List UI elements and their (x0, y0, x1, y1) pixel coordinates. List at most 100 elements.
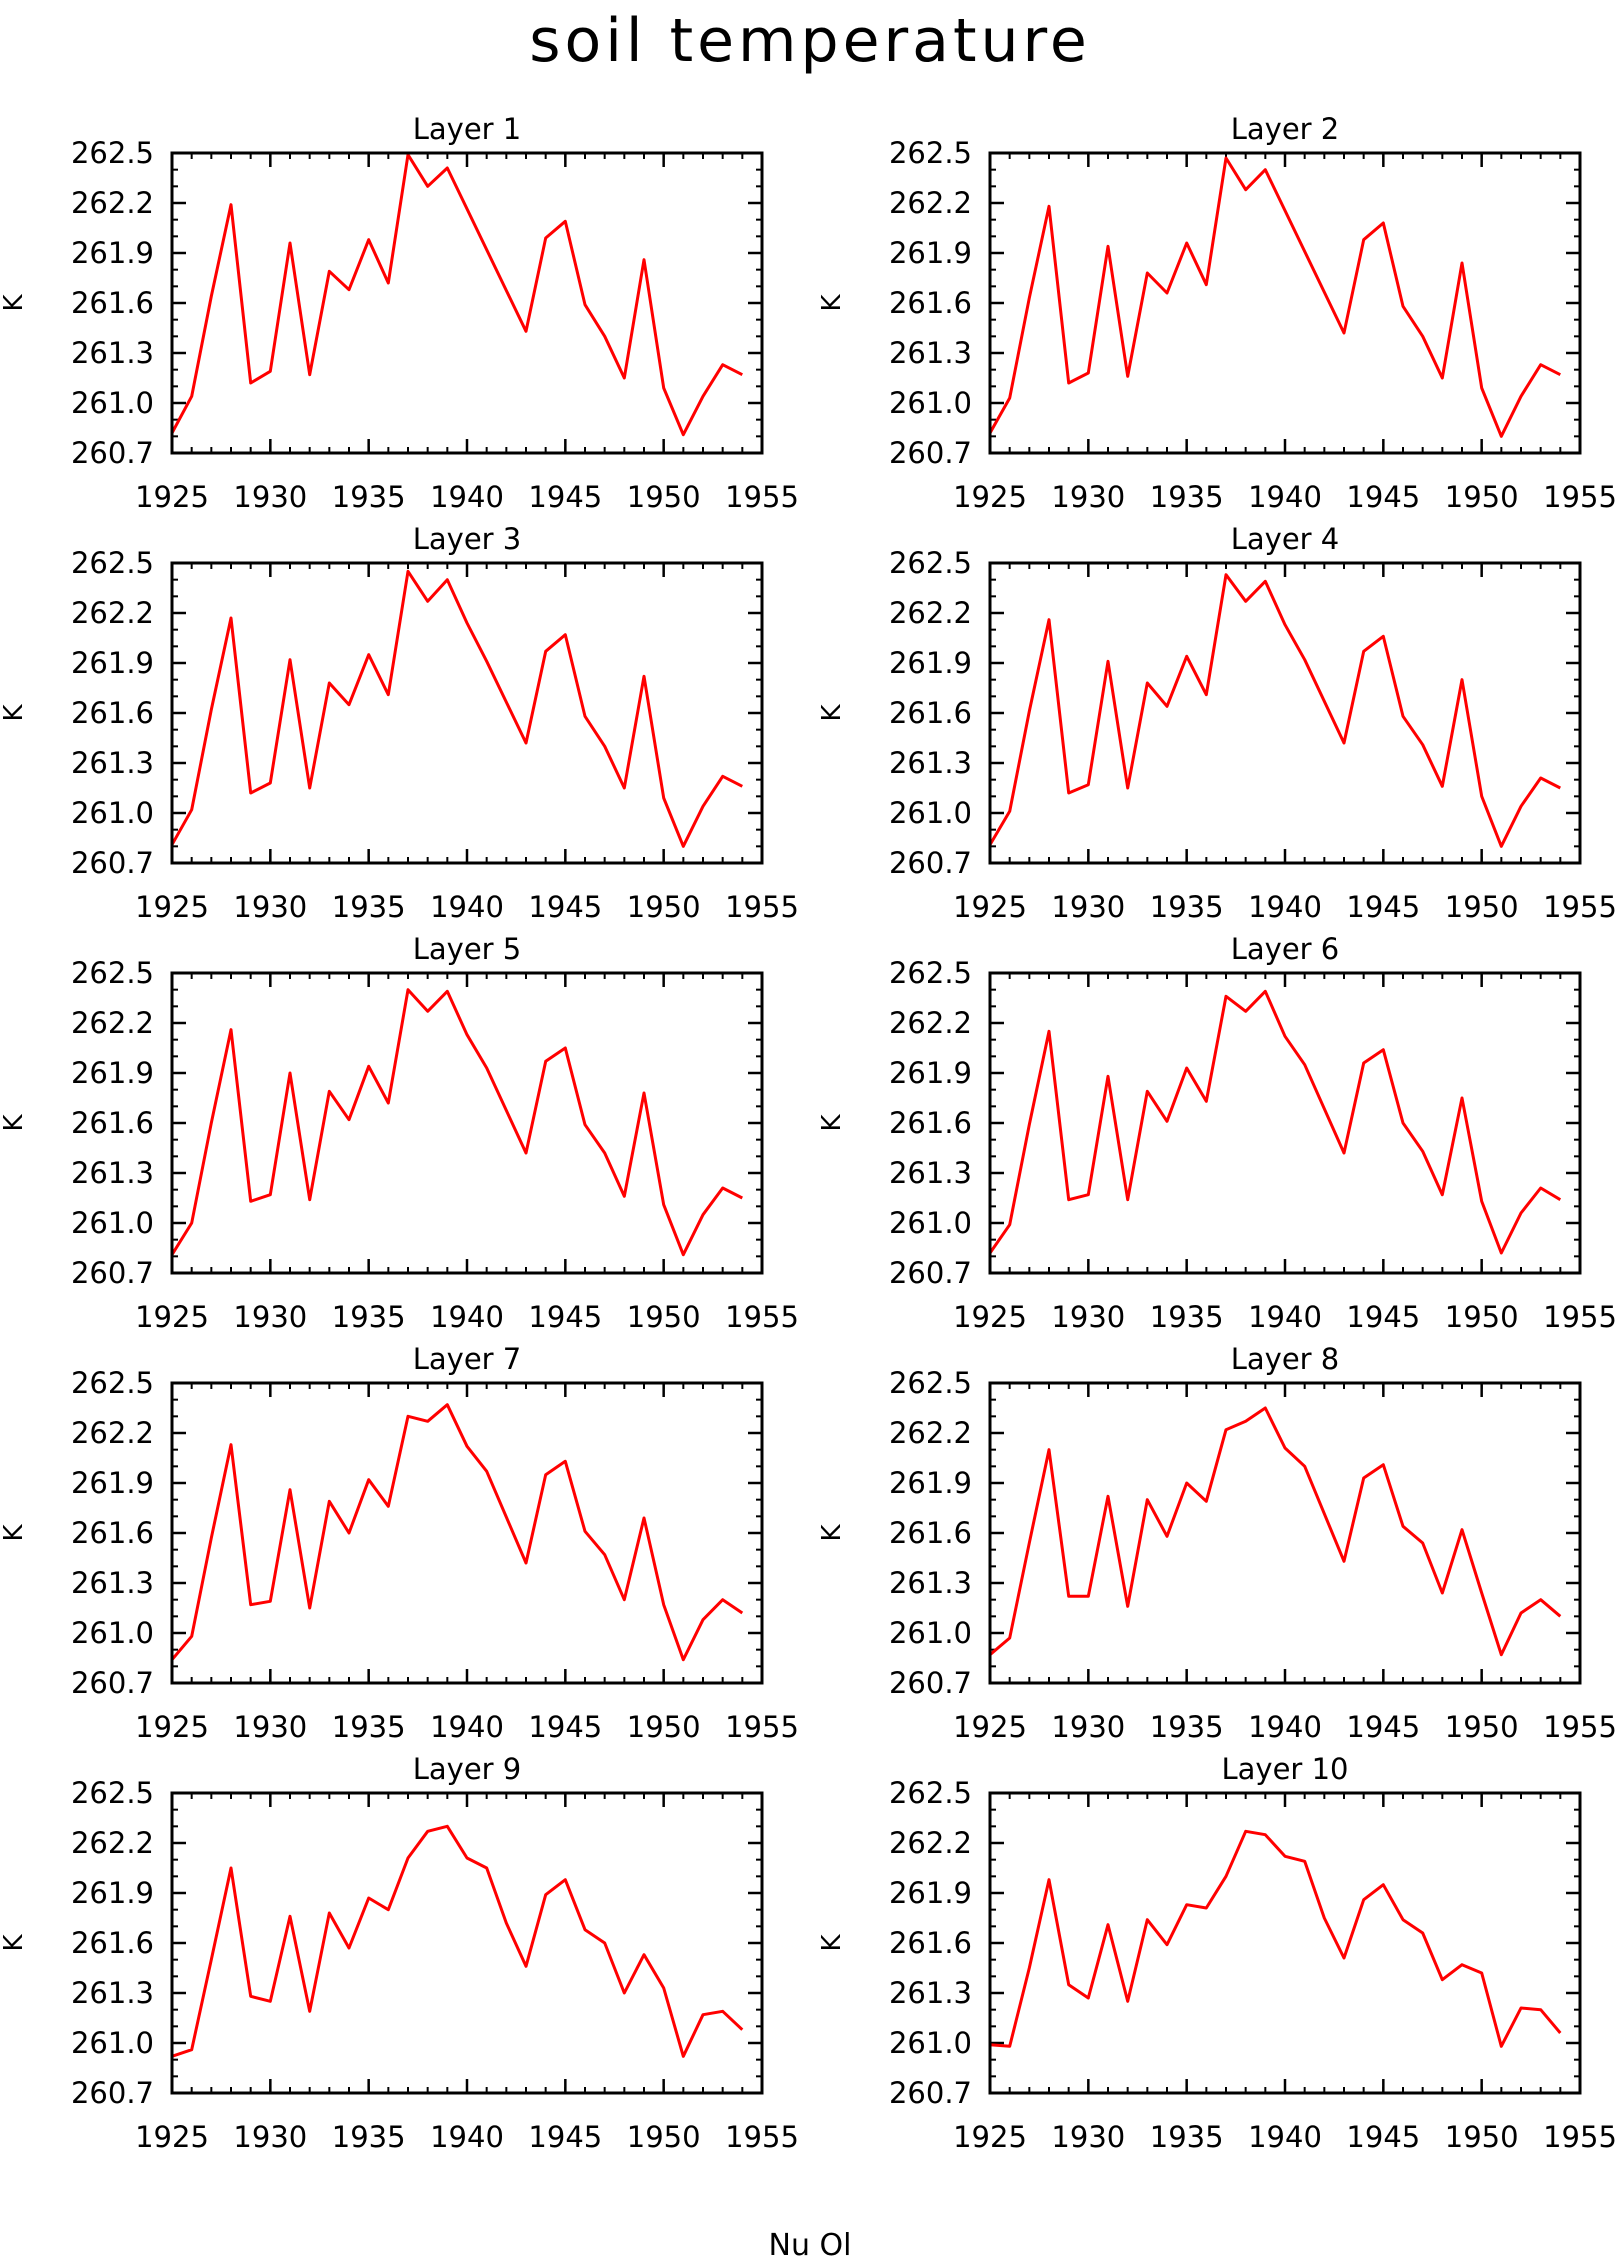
x-tick-label: 1940 (430, 2120, 504, 2154)
x-tick-label: 1935 (332, 480, 406, 514)
y-tick-label: 260.7 (71, 2076, 154, 2110)
footer-label: Nu Ol (768, 2228, 852, 2263)
y-tick-label: 262.5 (71, 546, 154, 580)
y-tick-label: 261.9 (889, 1466, 972, 1500)
y-tick-label: 261.6 (71, 1516, 154, 1550)
y-tick-label: 261.0 (71, 1616, 154, 1650)
x-tick-label: 1950 (627, 2120, 701, 2154)
y-tick-label: 261.3 (889, 1976, 972, 2010)
x-tick-label: 1950 (1445, 480, 1519, 514)
y-tick-label: 262.5 (71, 1366, 154, 1400)
y-tick-label: 262.2 (71, 1416, 154, 1450)
panel-title: Layer 8 (1231, 1342, 1340, 1376)
x-tick-label: 1945 (1346, 890, 1420, 924)
x-tick-label: 1940 (430, 1710, 504, 1744)
y-axis-label: K (817, 1934, 847, 1952)
y-tick-label: 260.7 (889, 436, 972, 470)
y-tick-label: 260.7 (71, 1666, 154, 1700)
x-tick-label: 1930 (1051, 480, 1125, 514)
x-tick-label: 1955 (725, 890, 799, 924)
page-title: soil temperature (529, 6, 1091, 76)
plot-frame (170, 971, 764, 1275)
x-tick-label: 1950 (627, 1710, 701, 1744)
x-tick-label: 1935 (1150, 2120, 1224, 2154)
y-tick-label: 262.2 (889, 186, 972, 220)
x-tick-label: 1925 (953, 1300, 1027, 1334)
chart-panel: Layer 4 K 1925 1930 1935 1940 1945 1950 1955 260.… (817, 522, 1617, 924)
x-tick-label: 1950 (1445, 890, 1519, 924)
y-tick-label: 261.0 (71, 386, 154, 420)
x-tick-label: 1940 (430, 480, 504, 514)
y-tick-label: 260.7 (71, 1256, 154, 1290)
panel-title: Layer 1 (413, 112, 522, 146)
x-tick-label: 1955 (1543, 1300, 1617, 1334)
y-tick-label: 261.9 (71, 1466, 154, 1500)
x-tick-label: 1945 (528, 1710, 602, 1744)
y-axis-label: K (0, 1524, 29, 1542)
x-tick-label: 1940 (1248, 1300, 1322, 1334)
x-tick-label: 1945 (528, 890, 602, 924)
x-tick-label: 1940 (430, 890, 504, 924)
x-tick-label: 1945 (528, 2120, 602, 2154)
plot-frame (988, 1791, 1582, 2095)
y-axis-label: K (0, 1114, 29, 1132)
y-tick-label: 261.0 (889, 386, 972, 420)
x-tick-label: 1935 (332, 1300, 406, 1334)
y-tick-label: 262.5 (71, 1776, 154, 1810)
y-tick-label: 260.7 (889, 1666, 972, 1700)
x-tick-label: 1925 (135, 480, 209, 514)
x-tick-label: 1945 (1346, 1300, 1420, 1334)
x-tick-label: 1930 (1051, 890, 1125, 924)
chart-panel: Layer 10 K 1925 1930 1935 1940 1945 1950 1955 260… (817, 1752, 1617, 2154)
y-tick-label: 261.3 (889, 336, 972, 370)
y-tick-label: 262.2 (889, 1006, 972, 1040)
y-tick-label: 261.0 (71, 1206, 154, 1240)
x-tick-label: 1950 (1445, 1710, 1519, 1744)
series-line (170, 153, 743, 437)
x-tick-label: 1955 (1543, 480, 1617, 514)
x-tick-label: 1930 (233, 890, 307, 924)
panel-title: Layer 9 (413, 1752, 522, 1786)
x-tick-label: 1940 (1248, 890, 1322, 924)
x-tick-label: 1925 (135, 2120, 209, 2154)
x-tick-label: 1950 (1445, 2120, 1519, 2154)
y-tick-label: 262.2 (889, 1826, 972, 1860)
x-tick-label: 1945 (528, 1300, 602, 1334)
x-tick-label: 1930 (233, 1300, 307, 1334)
chart-panel: Layer 9 K 1925 1930 1935 1940 1945 1950 1955 260.… (0, 1752, 799, 2154)
chart-panel: Layer 2 K 1925 1930 1935 1940 1945 1950 1955 260.… (817, 112, 1617, 514)
y-tick-label: 261.9 (71, 1056, 154, 1090)
y-tick-label: 262.5 (889, 1776, 972, 1810)
y-tick-label: 261.6 (71, 286, 154, 320)
y-tick-label: 261.9 (889, 236, 972, 270)
x-tick-label: 1935 (1150, 1300, 1224, 1334)
x-tick-label: 1950 (627, 1300, 701, 1334)
x-tick-label: 1955 (725, 480, 799, 514)
x-tick-label: 1935 (1150, 1710, 1224, 1744)
series-line (988, 573, 1561, 848)
panel-title: Layer 3 (413, 522, 522, 556)
y-tick-label: 261.3 (71, 336, 154, 370)
plot-frame (170, 1791, 764, 2095)
x-tick-label: 1940 (1248, 1710, 1322, 1744)
series-line (989, 1829, 1562, 2048)
y-tick-label: 262.2 (71, 1006, 154, 1040)
x-tick-label: 1945 (1346, 2120, 1420, 2154)
x-tick-label: 1930 (1051, 1300, 1125, 1334)
y-tick-label: 262.5 (71, 136, 154, 170)
series-line (988, 989, 1562, 1255)
y-tick-label: 261.0 (889, 2026, 972, 2060)
y-tick-label: 262.2 (71, 1826, 154, 1860)
series-line (170, 569, 743, 848)
x-tick-label: 1940 (1248, 2120, 1322, 2154)
plot-frame (988, 971, 1582, 1275)
plot-frame (170, 151, 764, 455)
plot-frame (988, 1381, 1582, 1685)
y-tick-label: 260.7 (71, 846, 154, 880)
panel-title: Layer 7 (413, 1342, 522, 1376)
panel-title: Layer 4 (1231, 522, 1340, 556)
y-axis-label: K (817, 704, 847, 722)
y-tick-label: 262.2 (889, 1416, 972, 1450)
x-tick-label: 1935 (1150, 890, 1224, 924)
